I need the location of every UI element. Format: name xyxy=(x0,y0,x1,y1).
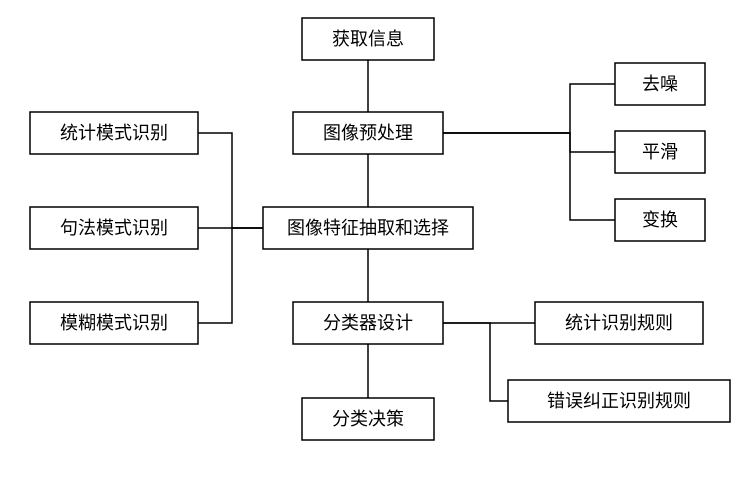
edge-preprocess-denoise xyxy=(443,84,615,133)
node-stat_pr: 统计模式识别 xyxy=(30,112,198,154)
node-preprocess: 图像预处理 xyxy=(293,112,443,154)
node-err_rule: 错误纠正识别规则 xyxy=(508,380,730,422)
node-classifier: 分类器设计 xyxy=(293,302,443,344)
node-label: 去噪 xyxy=(642,74,678,94)
node-syntax_pr: 句法模式识别 xyxy=(30,207,198,249)
node-label: 图像预处理 xyxy=(323,123,413,143)
node-label: 模糊模式识别 xyxy=(60,313,168,333)
node-label: 变换 xyxy=(642,210,678,230)
node-label: 图像特征抽取和选择 xyxy=(287,218,449,238)
node-feature: 图像特征抽取和选择 xyxy=(263,207,473,249)
node-label: 句法模式识别 xyxy=(60,218,168,238)
node-acquire: 获取信息 xyxy=(302,18,434,60)
node-smooth: 平滑 xyxy=(615,131,705,173)
node-transform: 变换 xyxy=(615,199,705,241)
edge-classifier-err_rule xyxy=(443,323,508,401)
node-label: 错误纠正识别规则 xyxy=(547,391,691,411)
node-stat_rule: 统计识别规则 xyxy=(535,302,703,344)
node-label: 统计识别规则 xyxy=(565,313,673,333)
node-fuzzy_pr: 模糊模式识别 xyxy=(30,302,198,344)
node-label: 平滑 xyxy=(642,142,678,162)
node-decision: 分类决策 xyxy=(302,398,434,440)
edge-preprocess-smooth xyxy=(443,133,615,152)
flowchart-canvas: 获取信息图像预处理图像特征抽取和选择分类器设计分类决策 统计模式识别句法模式识别模… xyxy=(0,0,755,500)
node-label: 统计模式识别 xyxy=(60,123,168,143)
edge-fuzzy_pr-feature xyxy=(198,228,263,323)
edge-stat_pr-feature xyxy=(198,133,263,228)
node-label: 分类决策 xyxy=(332,409,404,429)
node-label: 分类器设计 xyxy=(323,313,413,333)
node-label: 获取信息 xyxy=(332,29,404,49)
node-denoise: 去噪 xyxy=(615,63,705,105)
